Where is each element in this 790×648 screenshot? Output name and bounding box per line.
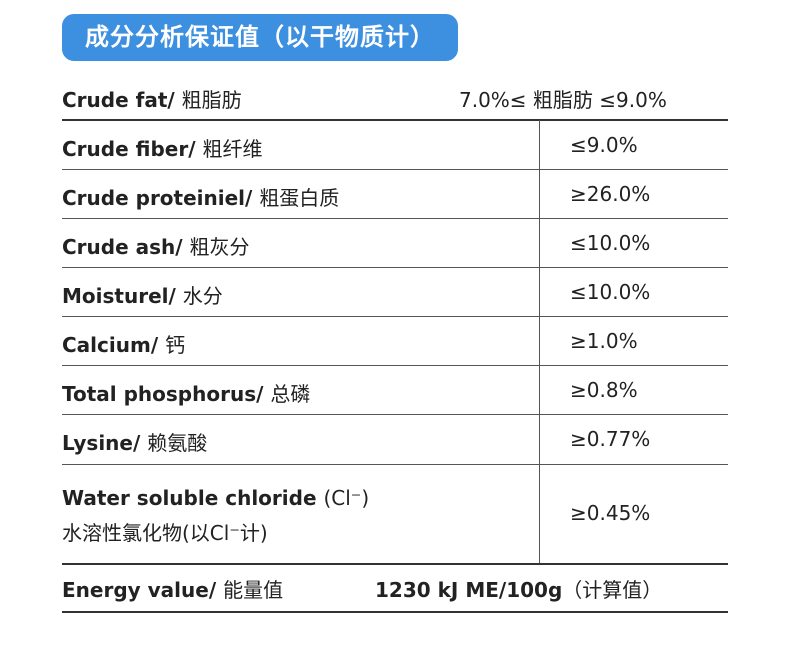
crude-ash-label-en: Crude ash/ (62, 235, 190, 259)
table-divider (62, 611, 728, 613)
crude-ash-label-zh: 粗灰分 (189, 235, 250, 259)
calcium-label-en: Calcium/ (62, 333, 166, 357)
phosphorus-label: Total phosphorus/ 总磷 (62, 378, 310, 407)
lysine-label: Lysine/ 赖氨酸 (62, 427, 207, 456)
crude-fiber-label-zh: 粗纤维 (202, 137, 263, 161)
energy-label-zh: 能量值 (223, 578, 284, 602)
crude-protein-label-en: Crude proteiniel/ (62, 186, 260, 210)
crude-ash-label: Crude ash/ 粗灰分 (62, 231, 250, 260)
table-divider (62, 414, 728, 415)
moisture-value: ≤10.0% (570, 280, 651, 304)
column-divider (539, 120, 540, 563)
calcium-label: Calcium/ 钙 (62, 329, 185, 358)
calcium-value: ≥1.0% (570, 329, 638, 353)
table-divider (62, 119, 728, 121)
moisture-label-en: Moisturel/ (62, 284, 183, 308)
moisture-label: Moisturel/ 水分 (62, 280, 223, 309)
crude-protein-label-zh: 粗蛋白质 (259, 186, 340, 210)
lysine-label-en: Lysine/ (62, 431, 148, 455)
phosphorus-label-zh: 总磷 (270, 382, 311, 406)
energy-value-number: 1230 kJ ME/100g (375, 578, 563, 602)
energy-label: Energy value/ 能量值 (62, 574, 283, 603)
crude-fiber-label-en: Crude fiber/ (62, 137, 203, 161)
table-divider (62, 464, 728, 465)
table-divider (62, 365, 728, 366)
crude-fat-label-en: Crude fat/ (62, 88, 182, 112)
section-title-badge: 成分分析保证值（以干物质计） (62, 14, 458, 61)
moisture-label-zh: 水分 (182, 284, 223, 308)
calcium-label-zh: 钙 (165, 333, 186, 357)
lysine-label-zh: 赖氨酸 (147, 431, 208, 455)
chloride-label-suffix: (Cl⁻) (323, 486, 370, 510)
phosphorus-value: ≥0.8% (570, 378, 638, 402)
crude-fat-label-zh: 粗脂肪 (181, 88, 242, 112)
crude-fiber-value: ≤9.0% (570, 133, 638, 157)
table-divider (62, 218, 728, 219)
crude-protein-value: ≥26.0% (570, 182, 651, 206)
chloride-label-en: Water soluble chloride (62, 486, 324, 510)
table-divider (62, 169, 728, 170)
energy-value-note: （计算值） (562, 578, 663, 602)
chloride-label-zh: 水溶性氯化物(以Cl⁻计) (62, 521, 268, 545)
lysine-value: ≥0.77% (570, 427, 651, 451)
crude-fat-value: 7.0%≤ 粗脂肪 ≤9.0% (459, 88, 667, 112)
crude-fiber-label: Crude fiber/ 粗纤维 (62, 133, 262, 162)
table-divider (62, 563, 728, 565)
energy-label-en: Energy value/ (62, 578, 224, 602)
chloride-value: ≥0.45% (570, 501, 651, 525)
crude-ash-value: ≤10.0% (570, 231, 651, 255)
chloride-label: Water soluble chloride (Cl⁻) (62, 486, 369, 510)
table-divider (62, 267, 728, 268)
phosphorus-label-en: Total phosphorus/ (62, 382, 271, 406)
table-divider (62, 316, 728, 317)
energy-value: 1230 kJ ME/100g（计算值） (375, 574, 662, 603)
crude-protein-label: Crude proteiniel/ 粗蛋白质 (62, 182, 339, 211)
crude-fat-label: Crude fat/ 粗脂肪 (62, 84, 242, 113)
